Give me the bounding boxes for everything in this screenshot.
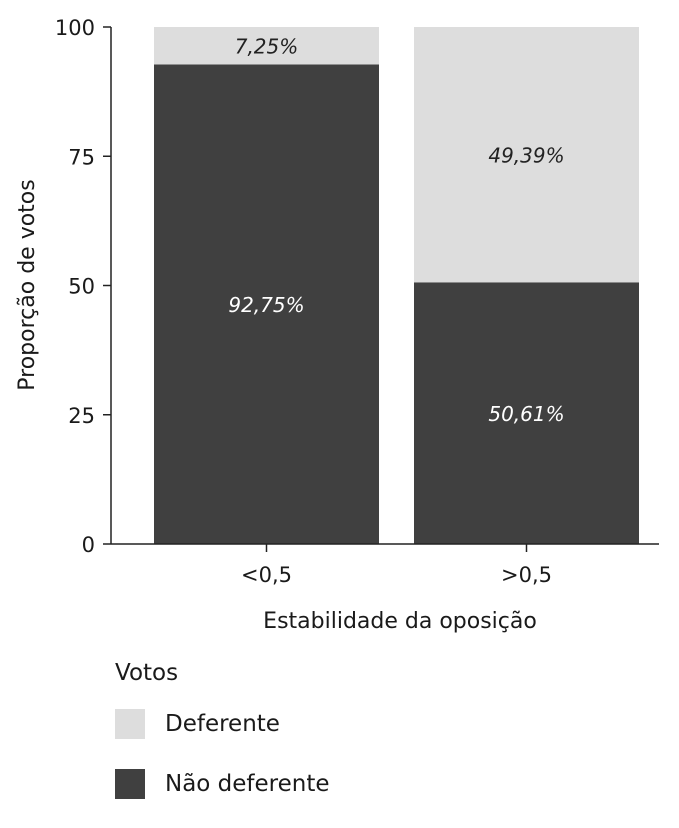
chart-plot: 92,75% 7,25% 50,61% 49,39% 0 25 50 75 100 <0,5 >… <box>15 16 659 634</box>
x-tick-label: <0,5 <box>241 563 292 587</box>
legend-swatch-nao-deferente <box>115 769 145 799</box>
x-ticks-layer: <0,5 >0,5 <box>241 544 552 587</box>
bar-segment-deferente-2 <box>414 27 639 283</box>
legend-item-nao-deferente: Não deferente <box>115 768 330 800</box>
legend-label-nao-deferente: Não deferente <box>165 771 330 797</box>
data-label-deferente-2: 49,39% <box>488 144 564 168</box>
data-label-n-o-deferente-2: 50,61% <box>488 402 564 426</box>
bar-segment-n-o-deferente-2 <box>414 282 639 544</box>
legend-item-deferente: Deferente <box>115 708 330 740</box>
y-tick-label: 100 <box>55 16 95 40</box>
data-label-n-o-deferente-1: 92,75% <box>228 293 304 317</box>
x-tick-label: >0,5 <box>501 563 552 587</box>
y-axis-title: Proporção de votos <box>15 179 40 390</box>
y-ticks-layer: 0 25 50 75 100 <box>55 16 111 557</box>
legend-swatch-deferente <box>115 709 145 739</box>
legend-label-deferente: Deferente <box>165 711 280 737</box>
chart: 92,75% 7,25% 50,61% 49,39% 0 25 50 75 100 <0,5 >… <box>15 16 659 799</box>
y-tick-label: 0 <box>82 533 95 557</box>
y-tick-label: 25 <box>68 404 95 428</box>
bar-segment-n-o-deferente-1 <box>154 64 379 545</box>
x-axis-title: Estabilidade da oposição <box>263 609 537 634</box>
bar-segment-deferente-1 <box>154 27 379 65</box>
y-tick-label: 50 <box>68 275 95 299</box>
data-labels-layer: 92,75% 7,25% 50,61% 49,39% <box>228 35 564 426</box>
data-label-deferente-1: 7,25% <box>235 35 299 59</box>
bars-layer <box>154 27 639 545</box>
legend: Votos Deferente Não deferente <box>115 660 330 828</box>
legend-title: Votos <box>115 660 179 686</box>
y-tick-label: 75 <box>68 145 95 169</box>
